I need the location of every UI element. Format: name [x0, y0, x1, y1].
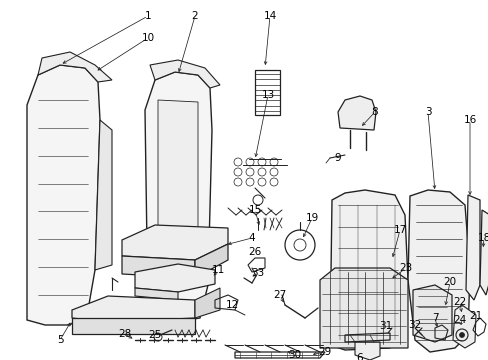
- Text: 24: 24: [452, 315, 466, 325]
- Text: 15: 15: [248, 205, 261, 215]
- Text: 9: 9: [334, 153, 341, 163]
- Text: 27: 27: [273, 290, 286, 300]
- Text: 11: 11: [211, 265, 224, 275]
- Text: 25: 25: [148, 330, 162, 340]
- Text: 32: 32: [407, 320, 421, 330]
- Polygon shape: [72, 296, 195, 322]
- Text: 6: 6: [356, 353, 363, 360]
- Polygon shape: [122, 225, 227, 260]
- Polygon shape: [135, 264, 215, 292]
- Text: 17: 17: [392, 225, 406, 235]
- Text: 18: 18: [476, 233, 488, 243]
- Text: 19: 19: [305, 213, 318, 223]
- Text: 13: 13: [261, 90, 274, 100]
- Polygon shape: [354, 342, 379, 360]
- Polygon shape: [27, 65, 100, 325]
- Text: 4: 4: [248, 233, 255, 243]
- Text: 7: 7: [431, 313, 437, 323]
- Text: 20: 20: [443, 277, 456, 287]
- Text: 12: 12: [225, 300, 238, 310]
- Polygon shape: [72, 318, 195, 334]
- Text: 21: 21: [468, 311, 482, 321]
- Polygon shape: [195, 244, 227, 278]
- Text: 2: 2: [191, 11, 198, 21]
- Polygon shape: [412, 285, 451, 342]
- Polygon shape: [465, 195, 479, 300]
- Text: 22: 22: [452, 297, 466, 307]
- Polygon shape: [135, 288, 178, 300]
- Polygon shape: [195, 288, 220, 318]
- Text: 1: 1: [144, 11, 151, 21]
- Polygon shape: [452, 305, 475, 348]
- Text: 33: 33: [251, 268, 264, 278]
- Text: 14: 14: [263, 11, 276, 21]
- Polygon shape: [319, 268, 407, 348]
- Text: 31: 31: [379, 321, 392, 331]
- Polygon shape: [407, 190, 469, 352]
- Polygon shape: [38, 52, 112, 82]
- Polygon shape: [95, 120, 112, 270]
- Polygon shape: [479, 210, 488, 295]
- Text: 16: 16: [463, 115, 476, 125]
- Polygon shape: [337, 96, 375, 130]
- Polygon shape: [150, 60, 220, 88]
- Text: 29: 29: [318, 347, 331, 357]
- Text: 26: 26: [248, 247, 261, 257]
- Circle shape: [459, 333, 464, 338]
- Polygon shape: [329, 190, 407, 350]
- Text: 10: 10: [141, 33, 154, 43]
- Text: 3: 3: [424, 107, 430, 117]
- Polygon shape: [158, 100, 198, 280]
- Text: 28: 28: [118, 329, 131, 339]
- Polygon shape: [145, 72, 212, 322]
- Text: 30: 30: [288, 350, 301, 360]
- Polygon shape: [122, 256, 195, 278]
- Text: 5: 5: [57, 335, 63, 345]
- Polygon shape: [254, 70, 280, 115]
- Text: 23: 23: [399, 263, 412, 273]
- Text: 8: 8: [371, 107, 378, 117]
